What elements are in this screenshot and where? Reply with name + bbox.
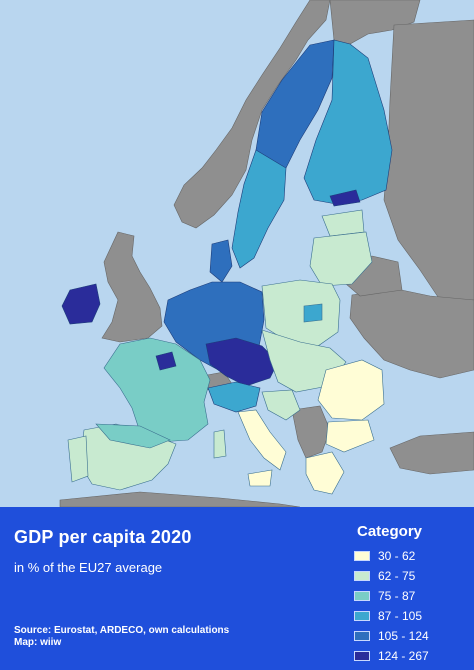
bulgaria-region bbox=[325, 419, 375, 453]
source-note: Source: Eurostat, ARDECO, own calculatio… bbox=[14, 625, 229, 649]
source-line-1: Source: Eurostat, ARDECO, own calculatio… bbox=[14, 625, 230, 636]
norway-region bbox=[173, 0, 331, 229]
legend-label: 87 - 105 bbox=[378, 609, 423, 623]
balkans-region bbox=[291, 405, 331, 459]
legend-label: 75 - 87 bbox=[378, 589, 416, 603]
legend-label: 62 - 75 bbox=[378, 569, 416, 583]
legend-swatch bbox=[354, 611, 370, 621]
ukraine-region bbox=[349, 287, 474, 379]
turkey-region bbox=[389, 431, 474, 475]
legend-swatch bbox=[354, 651, 370, 661]
baltic-estonia-region bbox=[321, 209, 365, 237]
sardinia-region bbox=[213, 429, 227, 459]
legend-label: 124 - 267 bbox=[378, 649, 429, 663]
map-title: GDP per capita 2020 bbox=[14, 527, 192, 547]
ireland-region bbox=[61, 283, 101, 325]
legend-label: 30 - 62 bbox=[378, 549, 416, 563]
greece-region bbox=[305, 451, 345, 495]
italy-south-region bbox=[237, 409, 287, 471]
legend-item: 30 - 62 bbox=[354, 546, 429, 566]
map-canvas bbox=[59, 0, 474, 507]
france-region bbox=[103, 337, 211, 443]
legend-item: 75 - 87 bbox=[354, 586, 429, 606]
south-germany-austria-region bbox=[205, 337, 279, 387]
sicily-region bbox=[247, 469, 273, 487]
legend-item: 105 - 124 bbox=[354, 626, 429, 646]
legend-swatch bbox=[354, 571, 370, 581]
legend-label: 105 - 124 bbox=[378, 629, 429, 643]
baltic-latvia-lithuania-region bbox=[309, 231, 373, 287]
russia-north-region bbox=[383, 19, 474, 301]
warsaw-region bbox=[303, 303, 323, 323]
legend-title: Category bbox=[357, 523, 423, 540]
uk-region bbox=[101, 231, 163, 343]
denmark-region bbox=[209, 239, 233, 283]
legend-swatch bbox=[354, 631, 370, 641]
legend: Category 30 - 62 62 - 75 75 - 87 87 - 10… bbox=[352, 523, 429, 666]
legend-item: 124 - 267 bbox=[354, 646, 429, 666]
finland-region bbox=[303, 39, 393, 205]
legend-item: 62 - 75 bbox=[354, 566, 429, 586]
source-line-2: Map: wiiw bbox=[14, 637, 62, 648]
portugal-region bbox=[67, 435, 89, 483]
romania-region bbox=[317, 359, 385, 421]
croatia-slovenia-region bbox=[261, 389, 301, 421]
legend-swatch bbox=[354, 591, 370, 601]
italy-north-region bbox=[207, 381, 261, 413]
legend-swatch bbox=[354, 551, 370, 561]
poland-region bbox=[261, 279, 341, 347]
sweden-south-region bbox=[231, 149, 287, 269]
paris-region bbox=[155, 351, 177, 371]
info-panel: GDP per capita 2020 in % of the EU27 ave… bbox=[0, 507, 474, 670]
europe-map bbox=[0, 0, 474, 507]
north-africa-region bbox=[59, 491, 301, 507]
spain-north-region bbox=[95, 423, 171, 449]
legend-item: 87 - 105 bbox=[354, 606, 429, 626]
helsinki-region bbox=[329, 189, 361, 207]
map-subtitle: in % of the EU27 average bbox=[14, 560, 163, 575]
